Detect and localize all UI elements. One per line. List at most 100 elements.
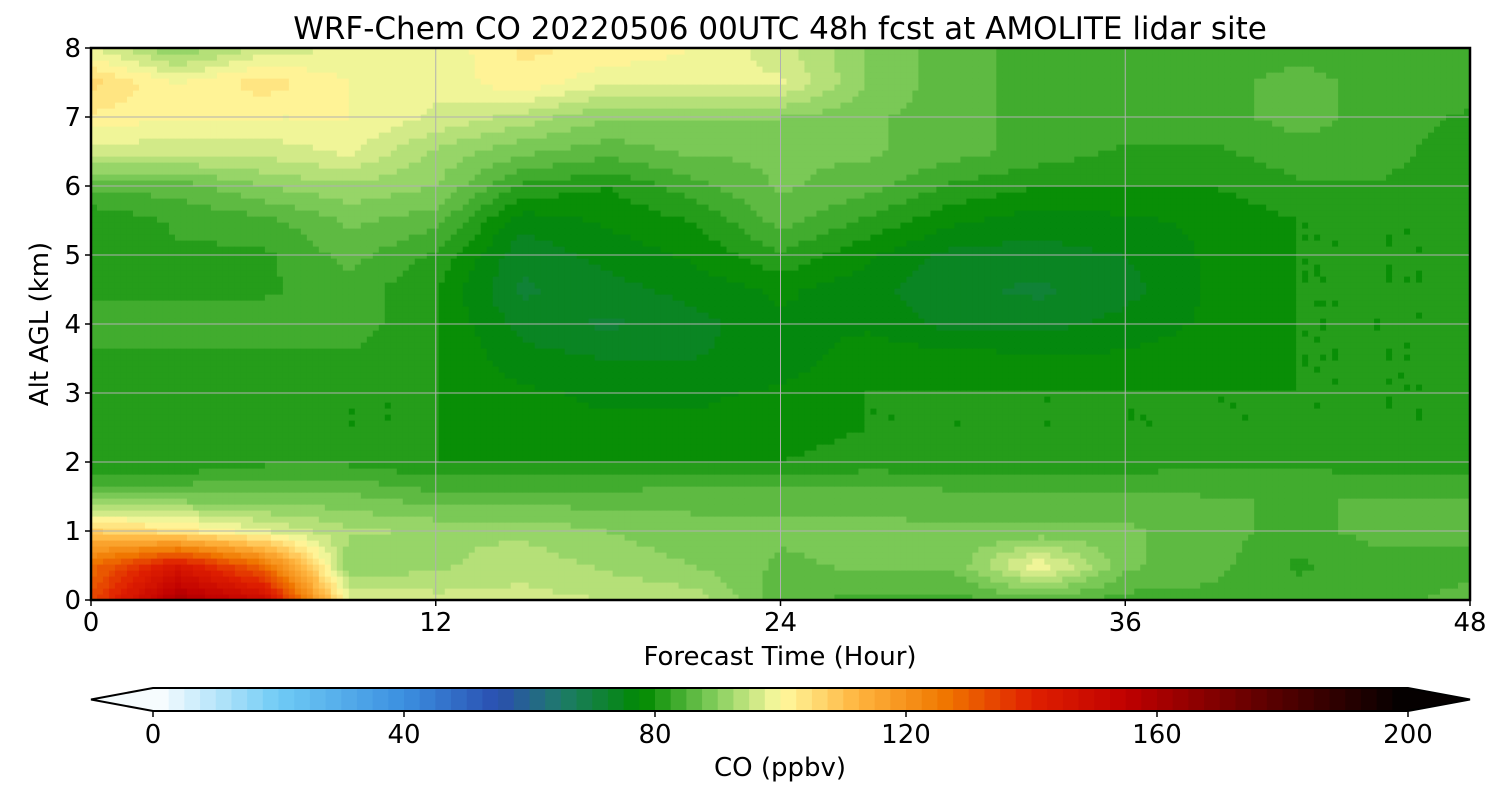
heatmap-cell [733, 558, 740, 565]
heatmap-cell [1158, 582, 1165, 589]
heatmap-cell [547, 552, 554, 559]
heatmap-cell [1428, 510, 1435, 517]
heatmap-cell [487, 570, 494, 577]
heatmap-cell [709, 582, 716, 589]
heatmap-cell [199, 558, 206, 565]
heatmap-cell [936, 510, 943, 517]
heatmap-cell [529, 516, 536, 523]
heatmap-cell [1446, 492, 1453, 499]
heatmap-cell [121, 480, 128, 487]
heatmap-cell [1392, 540, 1399, 547]
heatmap-cell [553, 492, 560, 499]
heatmap-cell [655, 510, 662, 517]
heatmap-cell [577, 468, 584, 475]
heatmap-cell [1416, 570, 1423, 577]
heatmap-cell [954, 480, 961, 487]
heatmap-cell [745, 474, 752, 481]
heatmap-cell [1002, 534, 1009, 541]
heatmap-cell [325, 558, 332, 565]
heatmap-cell [229, 498, 236, 505]
heatmap-cell [391, 492, 398, 499]
heatmap-cell [577, 570, 584, 577]
heatmap-cell [361, 588, 368, 595]
heatmap-cell [763, 492, 770, 499]
heatmap-cell [373, 522, 380, 529]
heatmap-cell [1242, 474, 1249, 481]
heatmap-cell [978, 522, 985, 529]
heatmap-cell [1182, 546, 1189, 553]
heatmap-cell [1416, 576, 1423, 583]
heatmap-cell [1380, 540, 1387, 547]
heatmap-cell [697, 474, 704, 481]
heatmap-cell [858, 552, 865, 559]
heatmap-cell [1176, 516, 1183, 523]
heatmap-cell [619, 504, 626, 511]
heatmap-cell [385, 516, 392, 523]
heatmap-cell [1404, 540, 1411, 547]
heatmap-cell [379, 576, 386, 583]
heatmap-cell [1038, 504, 1045, 511]
heatmap-cell [253, 504, 260, 511]
heatmap-cell [864, 480, 871, 487]
heatmap-cell [187, 564, 194, 571]
heatmap-cell [1044, 546, 1051, 553]
heatmap-cell [121, 486, 128, 493]
heatmap-cell [1236, 540, 1243, 547]
heatmap-cell [990, 534, 997, 541]
heatmap-cell [631, 570, 638, 577]
heatmap-cell [643, 468, 650, 475]
heatmap-cell [1410, 480, 1417, 487]
heatmap-cell [1050, 564, 1057, 571]
heatmap-cell [816, 498, 823, 505]
heatmap-cell [1410, 486, 1417, 493]
heatmap-cell [193, 480, 200, 487]
heatmap-cell [361, 480, 368, 487]
heatmap-cell [1182, 540, 1189, 547]
heatmap-cell [385, 540, 392, 547]
heatmap-cell [1296, 474, 1303, 481]
heatmap-cell [661, 588, 668, 595]
heatmap-cell [1002, 492, 1009, 499]
heatmap-cell [1386, 558, 1393, 565]
heatmap-cell [667, 492, 674, 499]
heatmap-cell [781, 480, 788, 487]
heatmap-cell [1092, 588, 1099, 595]
heatmap-cell [451, 558, 458, 565]
heatmap-cell [1242, 522, 1249, 529]
heatmap-cell [277, 510, 284, 517]
heatmap-cell [103, 516, 110, 523]
heatmap-cell [1164, 582, 1171, 589]
heatmap-cell [1392, 516, 1399, 523]
heatmap-cell [1356, 492, 1363, 499]
heatmap-cell [121, 552, 128, 559]
heatmap-cell [1008, 498, 1015, 505]
heatmap-cell [385, 576, 392, 583]
heatmap-cell [1062, 546, 1069, 553]
heatmap-cell [1326, 582, 1333, 589]
heatmap-cell [1248, 582, 1255, 589]
heatmap-cell [709, 516, 716, 523]
heatmap-cell [1284, 570, 1291, 577]
heatmap-cell [271, 486, 278, 493]
heatmap-cell [882, 534, 889, 541]
heatmap-cell [565, 534, 572, 541]
heatmap-cell [223, 510, 230, 517]
heatmap-cell [565, 564, 572, 571]
heatmap-cell [541, 486, 548, 493]
heatmap-cell [679, 552, 686, 559]
heatmap-cell [1212, 504, 1219, 511]
heatmap-cell [870, 474, 877, 481]
heatmap-cell [1356, 516, 1363, 523]
heatmap-cell [589, 582, 596, 589]
heatmap-cell [727, 558, 734, 565]
heatmap-cell [996, 558, 1003, 565]
heatmap-cell [367, 558, 374, 565]
heatmap-cell [1308, 522, 1315, 529]
heatmap-cell [151, 510, 158, 517]
heatmap-cell [199, 576, 206, 583]
heatmap-cell [115, 588, 122, 595]
heatmap-cell [1164, 570, 1171, 577]
heatmap-cell [1434, 480, 1441, 487]
heatmap-cell [1056, 480, 1063, 487]
heatmap-cell [888, 516, 895, 523]
